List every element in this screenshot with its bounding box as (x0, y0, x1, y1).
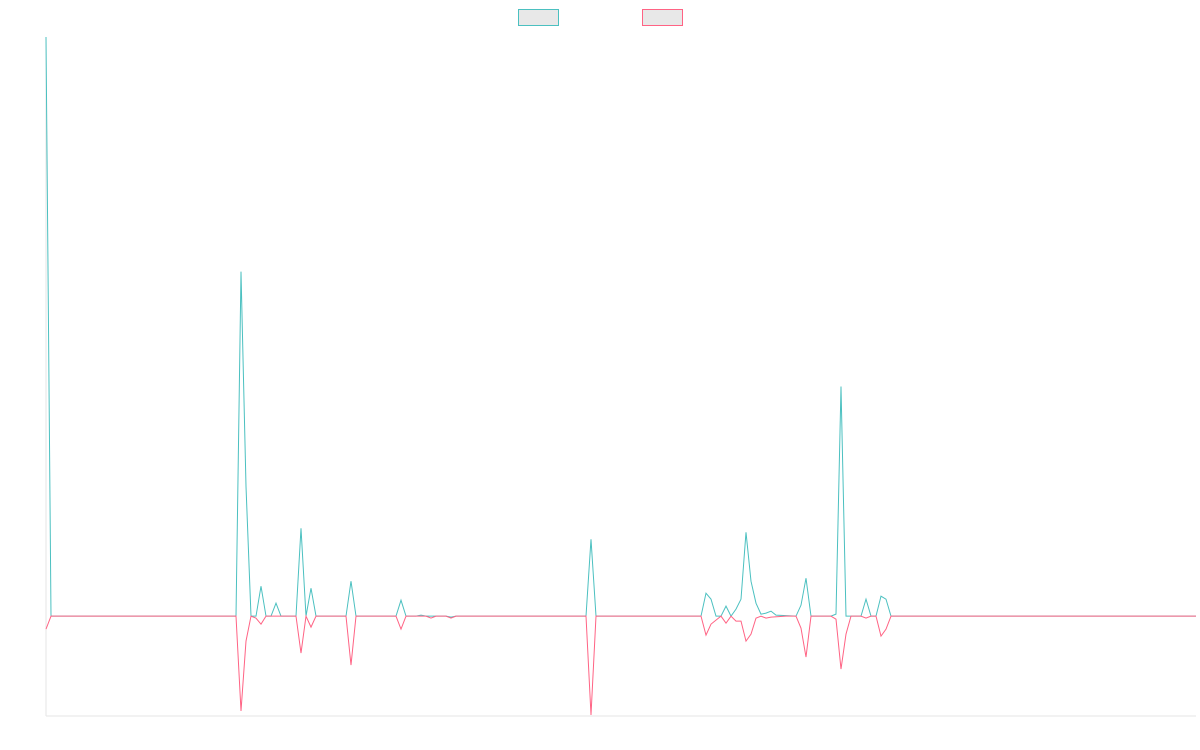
series-layer (45, 36, 1196, 716)
chart-legend[interactable] (518, 9, 683, 26)
series-line-1 (45, 36, 1196, 618)
series-line-2 (45, 614, 1196, 716)
legend-swatch-1[interactable] (518, 9, 559, 26)
legend-swatch-2[interactable] (642, 9, 683, 26)
chart-axes (45, 37, 1196, 717)
